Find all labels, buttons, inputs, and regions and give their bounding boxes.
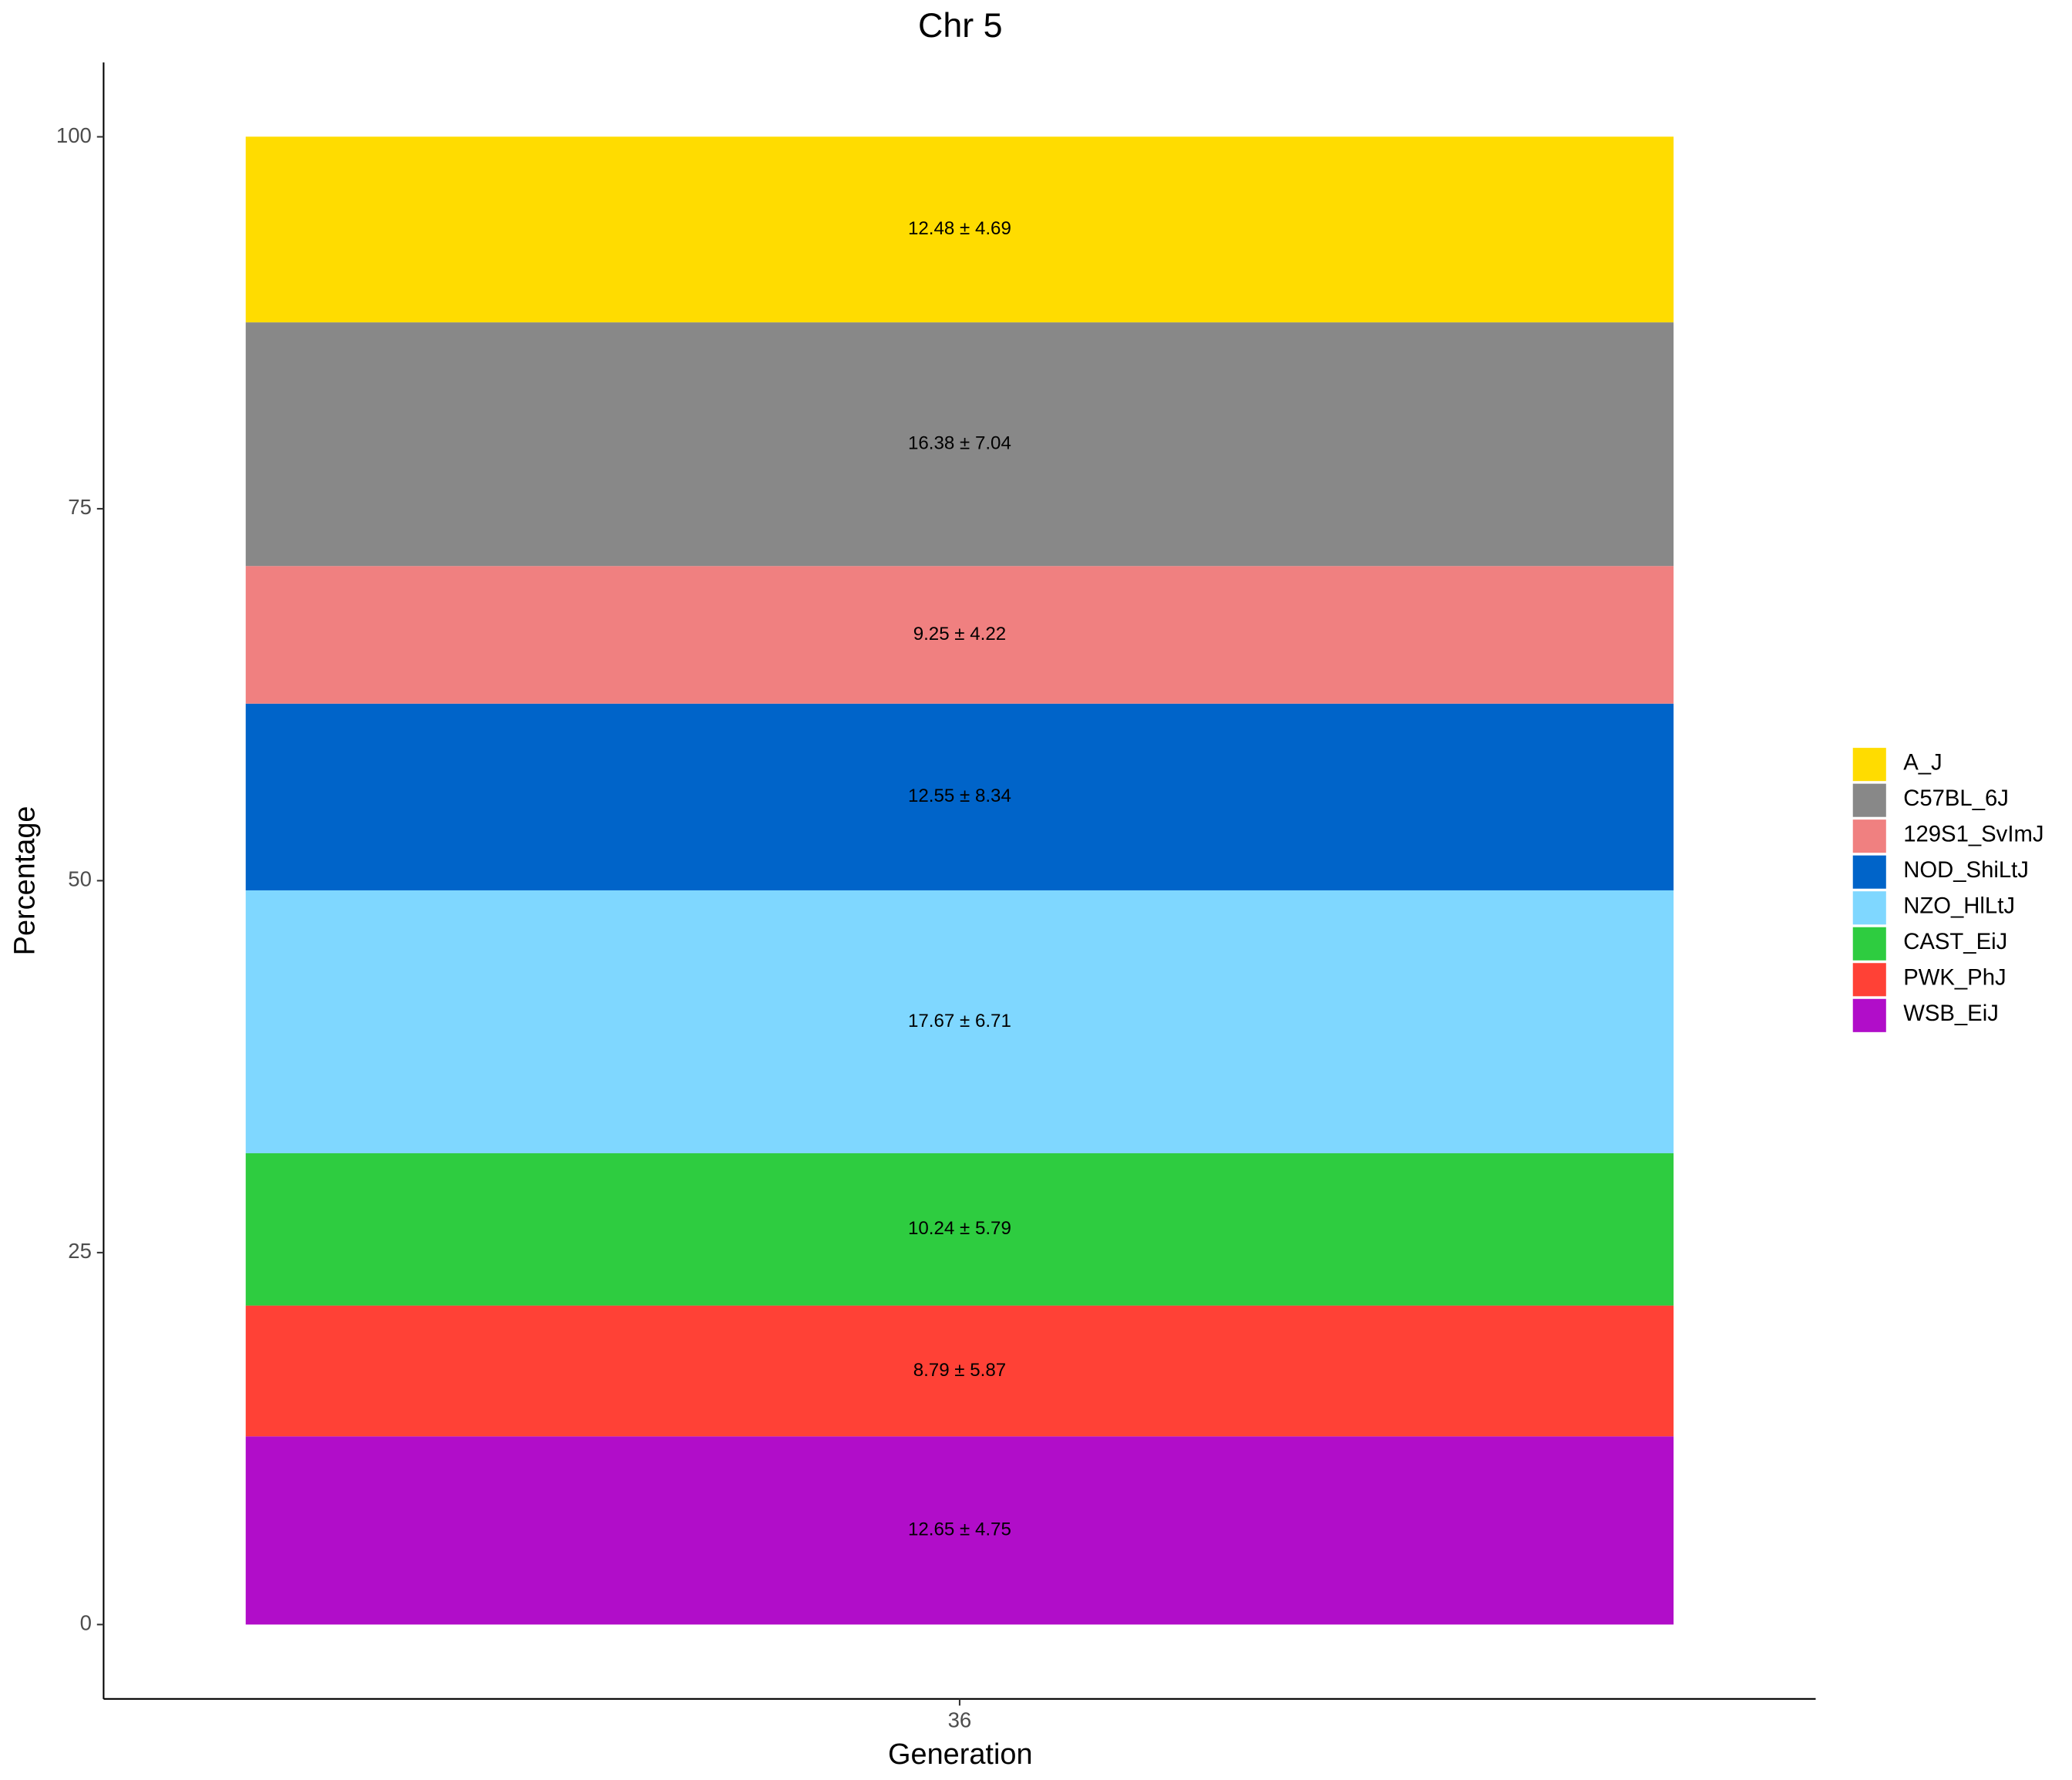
legend-label: A_J [1903,750,1942,776]
legend-label: CAST_EiJ [1903,929,2007,954]
plot-root: Chr 5 Generation Percentage 0 25 50 75 100 36… [8,6,2043,1771]
data-label: 12.48 ± 4.69 [908,218,1011,239]
legend-label: PWK_PhJ [1903,965,2006,991]
legend-swatch [1852,855,1886,889]
bar-segment [245,566,1674,704]
data-label: 12.55 ± 8.34 [908,786,1011,806]
data-label: 9.25 ± 4.22 [913,624,1006,644]
legend-label: C57BL_6J [1903,786,2009,811]
y-tick-label: 75 [68,495,92,519]
data-label: 12.65 ± 4.75 [908,1519,1011,1540]
bar-segment [245,890,1674,1153]
x-axis-label: Generation [888,1738,1032,1771]
y-tick-label: 25 [68,1239,92,1263]
bar-segment [245,136,1674,323]
legend-swatch [1852,998,1886,1032]
bar-segment [245,322,1674,567]
bar-segment [245,1152,1674,1306]
y-tick-label: 0 [80,1611,92,1635]
x-tick-label: 36 [948,1708,972,1731]
y-axis-label: Percentage [8,806,41,956]
legend-label: WSB_EiJ [1903,1001,1999,1026]
legend-swatch [1852,891,1886,925]
legend-swatch [1852,783,1886,817]
legend-swatch [1852,748,1886,782]
legend-label: NZO_HlLtJ [1903,893,2015,919]
data-label: 17.67 ± 6.71 [908,1011,1011,1031]
data-label: 10.24 ± 5.79 [908,1218,1011,1239]
legend-swatch [1852,963,1886,997]
data-label: 8.79 ± 5.87 [913,1360,1006,1381]
legend-swatch [1852,927,1886,961]
chart-title: Chr 5 [918,6,1003,45]
bar-segment [245,1436,1674,1625]
bar-segment [245,703,1674,890]
y-tick-label: 50 [68,867,92,891]
legend-label: NOD_ShiLtJ [1903,857,2029,883]
legend-swatch [1852,819,1886,853]
bar-segment [245,1305,1674,1437]
data-label: 16.38 ± 7.04 [908,433,1011,454]
y-tick-label: 100 [56,123,92,147]
legend-label: 129S1_SvImJ [1903,822,2043,847]
